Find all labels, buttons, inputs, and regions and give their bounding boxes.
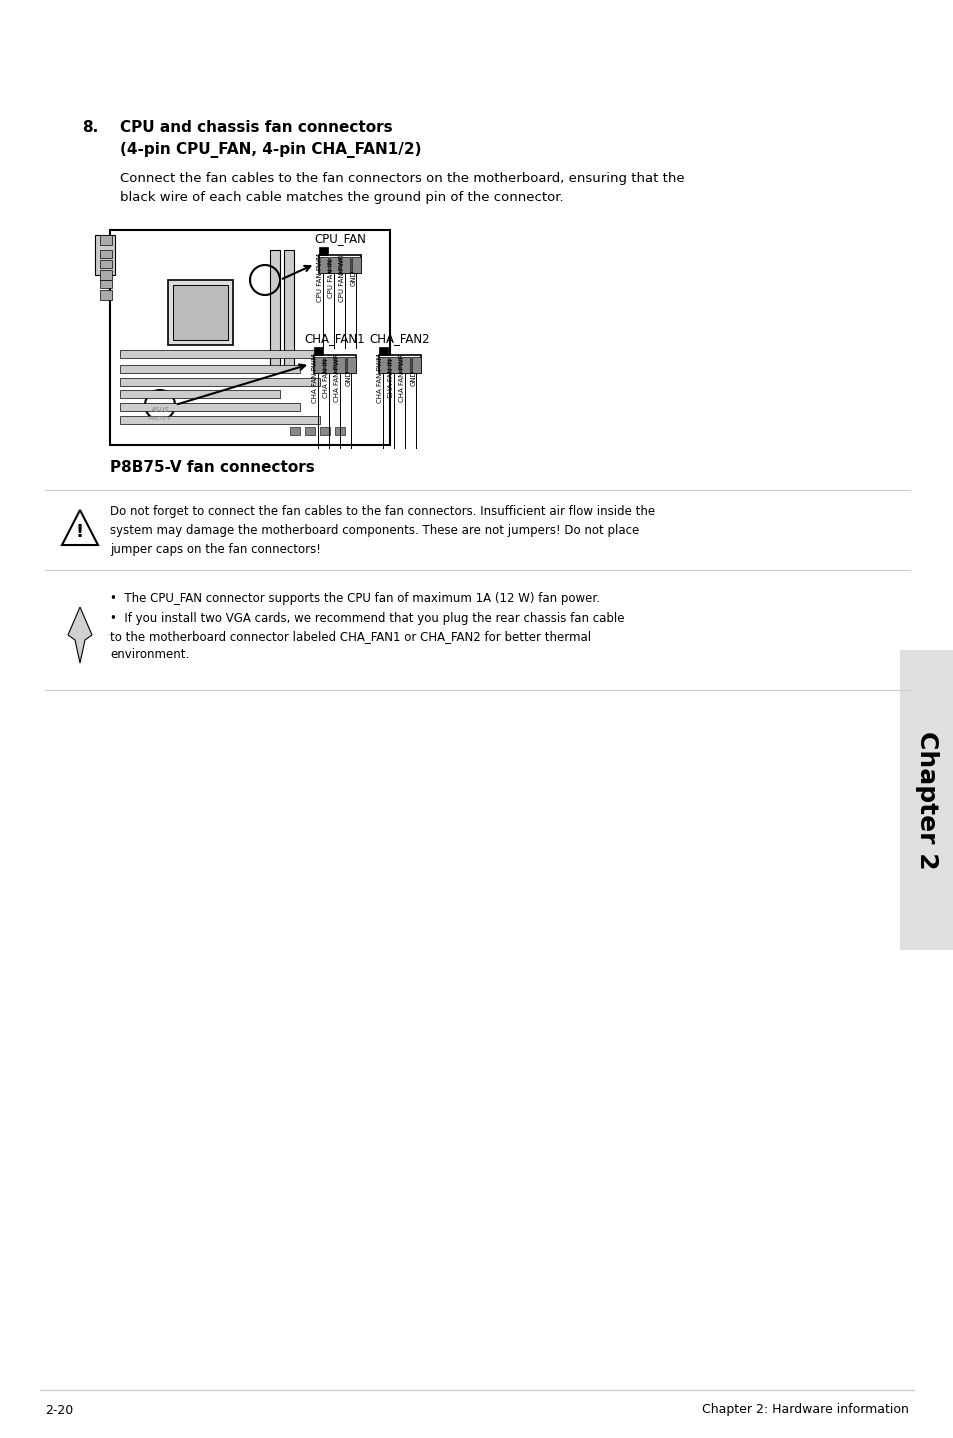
Bar xyxy=(290,427,299,436)
Text: P8B75-V fan connectors: P8B75-V fan connectors xyxy=(110,460,314,475)
Text: GND: GND xyxy=(410,370,416,385)
Bar xyxy=(314,357,323,372)
Text: CHA FAN PWM: CHA FAN PWM xyxy=(377,354,383,403)
Bar xyxy=(120,416,319,424)
Text: Chapter 2: Chapter 2 xyxy=(914,731,938,870)
Bar xyxy=(390,357,398,372)
Bar xyxy=(305,427,314,436)
Text: CHA FAN PWM: CHA FAN PWM xyxy=(313,354,318,403)
Text: CHA_FAN2: CHA_FAN2 xyxy=(370,332,430,345)
Text: Chapter 2: Hardware information: Chapter 2: Hardware information xyxy=(701,1403,908,1416)
Text: 8.: 8. xyxy=(82,119,98,135)
Text: 2-20: 2-20 xyxy=(45,1403,73,1416)
Text: CHA FAN IN: CHA FAN IN xyxy=(388,358,395,398)
Bar xyxy=(120,403,299,411)
Text: GND: GND xyxy=(350,270,356,286)
Bar xyxy=(270,250,280,370)
Bar xyxy=(400,357,410,372)
Text: CPU FAN PWR: CPU FAN PWR xyxy=(339,255,345,302)
Bar xyxy=(314,347,323,355)
Text: CPU FAN PWM: CPU FAN PWM xyxy=(317,253,323,302)
Bar xyxy=(100,260,112,267)
Bar xyxy=(172,285,228,339)
Text: CPU and chassis fan connectors: CPU and chassis fan connectors xyxy=(120,119,393,135)
Bar xyxy=(335,427,345,436)
Bar xyxy=(120,378,319,385)
Text: CPU FAN IN: CPU FAN IN xyxy=(328,259,335,298)
Bar xyxy=(120,365,299,372)
Bar xyxy=(314,355,355,372)
Text: Connect the fan cables to the fan connectors on the motherboard, ensuring that t: Connect the fan cables to the fan connec… xyxy=(120,173,684,204)
Bar xyxy=(284,250,294,370)
Bar xyxy=(318,257,328,273)
Bar xyxy=(378,357,388,372)
Bar xyxy=(120,349,319,358)
Bar xyxy=(319,427,330,436)
Bar xyxy=(378,347,388,355)
Text: GND: GND xyxy=(345,370,351,385)
Text: (4-pin CPU_FAN, 4-pin CHA_FAN1/2): (4-pin CPU_FAN, 4-pin CHA_FAN1/2) xyxy=(120,142,421,158)
Bar xyxy=(318,255,360,273)
Bar xyxy=(100,270,112,280)
Bar xyxy=(100,234,112,244)
Bar xyxy=(168,280,233,345)
Bar xyxy=(120,390,280,398)
Text: Do not forget to connect the fan cables to the fan connectors. Insufficient air : Do not forget to connect the fan cables … xyxy=(110,505,655,557)
Text: !: ! xyxy=(76,523,84,541)
Text: CPU_FAN: CPU_FAN xyxy=(314,232,366,244)
Bar xyxy=(95,234,115,275)
Bar xyxy=(347,357,355,372)
Bar xyxy=(100,250,112,257)
Text: P8B75-V: P8B75-V xyxy=(149,416,172,420)
Bar xyxy=(100,290,112,301)
Text: •  The CPU_FAN connector supports the CPU fan of maximum 1A (12 W) fan power.: • The CPU_FAN connector supports the CPU… xyxy=(110,592,599,605)
Bar xyxy=(110,230,390,444)
Bar xyxy=(100,280,112,288)
Bar xyxy=(378,355,420,372)
Bar xyxy=(325,357,334,372)
Text: ASUS: ASUS xyxy=(151,407,170,413)
Bar xyxy=(899,650,953,951)
Text: •  If you install two VGA cards, we recommend that you plug the rear chassis fan: • If you install two VGA cards, we recom… xyxy=(110,613,624,661)
Bar xyxy=(352,257,360,273)
Text: CHA FAN PWR: CHA FAN PWR xyxy=(399,354,405,403)
Text: CHA FAN PWR: CHA FAN PWR xyxy=(335,354,340,403)
Bar xyxy=(335,357,345,372)
Bar xyxy=(318,247,328,255)
Polygon shape xyxy=(68,607,91,663)
Bar xyxy=(330,257,338,273)
Bar xyxy=(412,357,420,372)
Text: CHA FAN IN: CHA FAN IN xyxy=(323,358,329,398)
Polygon shape xyxy=(62,510,98,545)
Text: CHA_FAN1: CHA_FAN1 xyxy=(304,332,365,345)
Bar xyxy=(340,257,350,273)
